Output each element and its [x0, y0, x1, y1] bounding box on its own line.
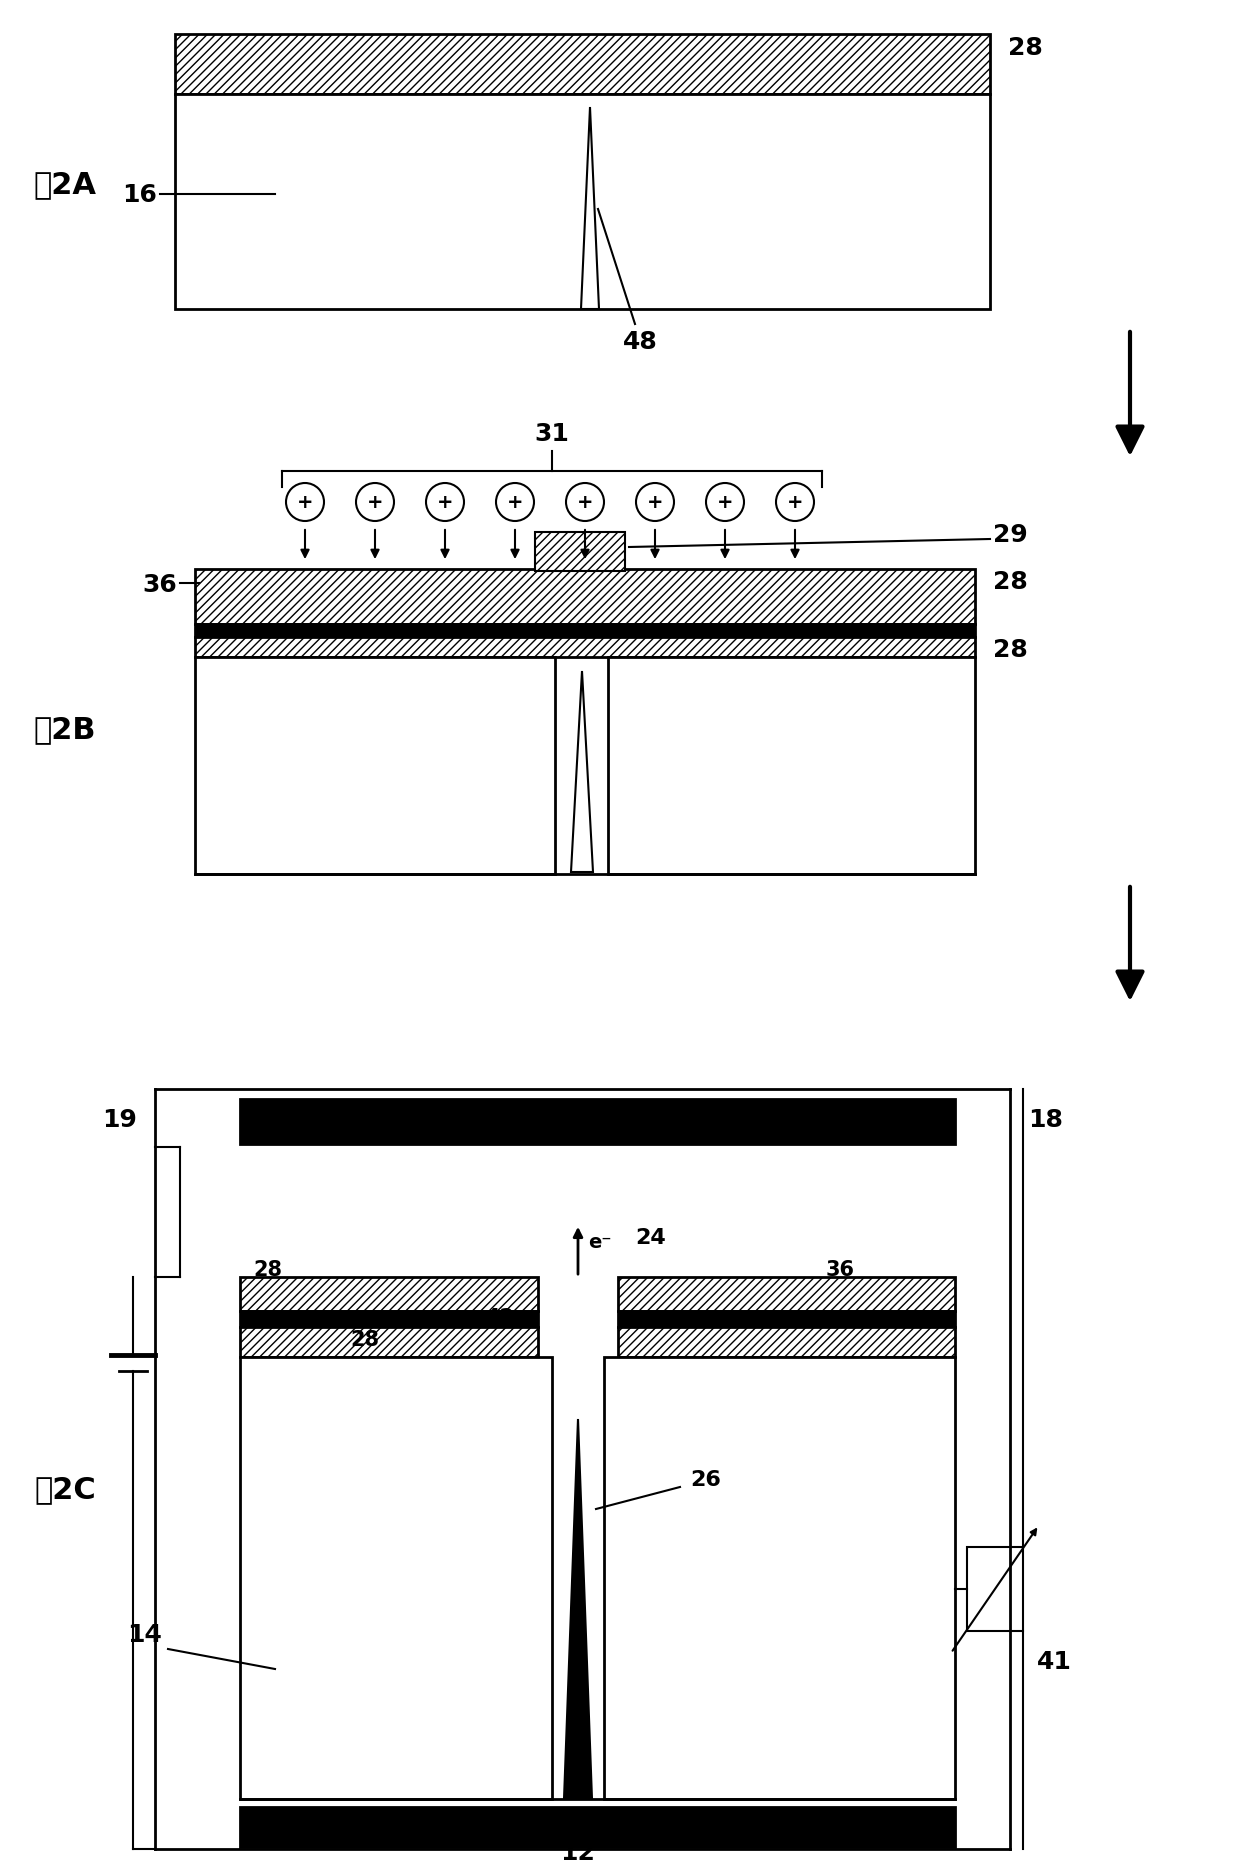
Polygon shape: [604, 1358, 955, 1800]
Text: 28: 28: [253, 1259, 283, 1279]
Text: +: +: [647, 493, 663, 511]
Text: 28: 28: [351, 1330, 379, 1349]
Polygon shape: [534, 532, 625, 571]
Text: 28: 28: [993, 637, 1028, 661]
Text: e⁻: e⁻: [588, 1232, 611, 1251]
Polygon shape: [564, 1420, 591, 1800]
Text: 42: 42: [486, 1307, 515, 1328]
Polygon shape: [195, 637, 975, 657]
Polygon shape: [241, 1099, 955, 1144]
Text: 36: 36: [270, 1311, 300, 1332]
Text: 图2B: 图2B: [33, 715, 97, 744]
Text: 36: 36: [143, 573, 177, 597]
Text: 41: 41: [1037, 1648, 1071, 1673]
Text: 28: 28: [826, 1311, 854, 1332]
Text: 28: 28: [1008, 36, 1043, 60]
Text: +: +: [786, 493, 804, 511]
Polygon shape: [582, 109, 599, 309]
Text: 36: 36: [826, 1259, 854, 1279]
Text: 48: 48: [622, 330, 657, 354]
Polygon shape: [967, 1547, 1023, 1631]
Polygon shape: [241, 1277, 538, 1311]
Polygon shape: [618, 1311, 955, 1328]
Text: +: +: [577, 493, 593, 511]
Text: 31: 31: [534, 421, 569, 446]
Text: +: +: [367, 493, 383, 511]
Text: +: +: [296, 493, 314, 511]
Text: +: +: [717, 493, 733, 511]
Text: 29: 29: [993, 523, 1028, 547]
Polygon shape: [195, 626, 975, 637]
Polygon shape: [241, 1311, 538, 1328]
Polygon shape: [618, 1328, 955, 1358]
Polygon shape: [241, 1328, 538, 1358]
Text: 28: 28: [993, 569, 1028, 594]
Text: 18: 18: [1028, 1107, 1063, 1131]
Polygon shape: [241, 1807, 955, 1847]
Text: 26: 26: [689, 1468, 720, 1489]
Text: 14: 14: [128, 1622, 162, 1646]
Text: +: +: [507, 493, 523, 511]
Text: 图2A: 图2A: [33, 170, 97, 199]
Text: 图2C: 图2C: [35, 1474, 95, 1504]
Text: 12: 12: [560, 1839, 595, 1864]
Text: 16: 16: [122, 184, 157, 206]
Text: 24: 24: [635, 1227, 666, 1247]
Polygon shape: [195, 569, 975, 626]
Polygon shape: [608, 657, 975, 875]
Polygon shape: [175, 96, 990, 309]
Text: +: +: [436, 493, 454, 511]
Polygon shape: [175, 36, 990, 96]
Polygon shape: [618, 1277, 955, 1311]
Text: 19: 19: [102, 1107, 136, 1131]
Polygon shape: [195, 657, 556, 875]
Polygon shape: [241, 1358, 552, 1800]
Polygon shape: [570, 672, 593, 873]
